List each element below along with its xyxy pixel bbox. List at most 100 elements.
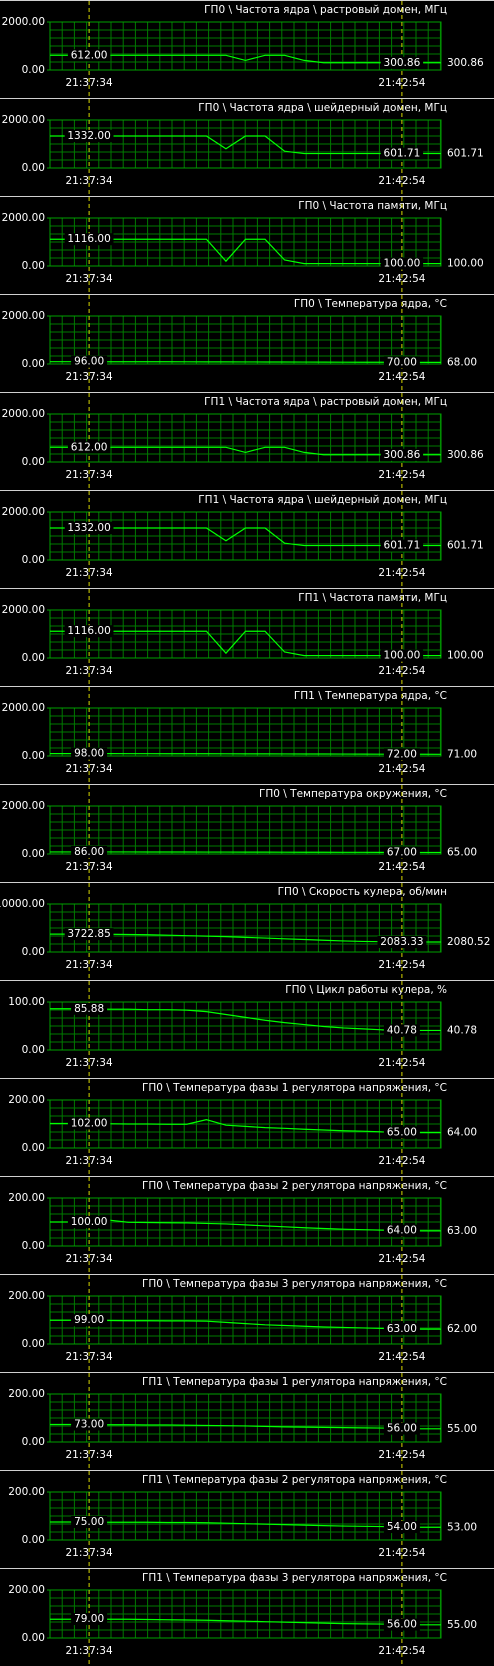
time-label: 21:37:34 <box>66 861 113 873</box>
y-tick-label: 2000.00 <box>2 212 45 224</box>
value-label-bg <box>71 1314 108 1327</box>
time-label: 21:42:54 <box>378 861 425 873</box>
value-label-bg <box>71 1002 108 1015</box>
current-value: 62.00 <box>447 1323 477 1335</box>
value-label-bg <box>64 233 114 246</box>
value-label-bg <box>71 1613 108 1626</box>
time-label: 21:42:54 <box>378 371 425 383</box>
value-label-bg <box>71 355 108 368</box>
series-line <box>50 1521 441 1528</box>
chart-title: ГП0 \ Температура фазы 2 регулятора напр… <box>142 1180 447 1192</box>
current-value: 601.71 <box>447 148 484 160</box>
y-tick-label: 200.00 <box>8 1192 45 1204</box>
y-tick-label: 0.00 <box>22 358 45 370</box>
y-tick-label: 0.00 <box>22 260 45 272</box>
value-label: 102.00 <box>71 1118 108 1130</box>
time-label: 21:37:34 <box>66 1253 113 1265</box>
current-value: 2080.52 <box>447 936 490 948</box>
value-label-bg <box>64 625 114 638</box>
value-label: 612.00 <box>71 49 108 61</box>
time-label: 21:42:54 <box>378 1057 425 1069</box>
y-tick-label: 0.00 <box>22 456 45 468</box>
value-label-bg <box>383 1126 420 1139</box>
current-value: 100.00 <box>447 258 484 270</box>
value-label: 1116.00 <box>67 625 110 637</box>
y-tick-label: 2000.00 <box>2 702 45 714</box>
time-label: 21:37:34 <box>66 273 113 285</box>
y-tick-label: 200.00 <box>8 1388 45 1400</box>
value-label-bg <box>67 1117 111 1130</box>
y-tick-label: 0.00 <box>22 64 45 76</box>
series-line <box>50 1008 441 1032</box>
current-value: 71.00 <box>447 748 477 760</box>
value-label: 3722.85 <box>67 928 110 940</box>
time-label: 21:42:54 <box>378 959 425 971</box>
value-label-bg <box>383 1224 420 1237</box>
time-label: 21:42:54 <box>378 77 425 89</box>
value-label-bg <box>383 1422 420 1435</box>
time-label: 21:42:54 <box>378 1155 425 1167</box>
value-label: 75.00 <box>74 1516 104 1528</box>
value-label: 1116.00 <box>67 233 110 245</box>
value-label-bg <box>383 1322 420 1335</box>
y-tick-label: 200.00 <box>8 1290 45 1302</box>
value-label: 2083.33 <box>380 936 423 948</box>
time-label: 21:42:54 <box>378 567 425 579</box>
value-label: 1332.00 <box>67 522 110 534</box>
y-tick-label: 0.00 <box>22 162 45 174</box>
time-label: 21:42:54 <box>378 175 425 187</box>
chart-title: ГП0 \ Цикл работы кулера, % <box>285 984 447 996</box>
value-label-bg <box>380 649 424 662</box>
plot-frame <box>49 1393 442 1443</box>
chart-title: ГП0 \ Частота памяти, МГц <box>298 200 447 212</box>
series-line <box>50 446 441 456</box>
plot-frame <box>49 707 442 757</box>
value-label-bg <box>64 130 114 143</box>
y-tick-label: 0.00 <box>22 652 45 664</box>
value-label: 99.00 <box>74 1314 104 1326</box>
value-label: 64.00 <box>387 1225 417 1237</box>
chart-title: ГП1 \ Частота памяти, МГц <box>298 592 447 604</box>
time-label: 21:37:34 <box>66 77 113 89</box>
y-tick-label: 0.00 <box>22 1338 45 1350</box>
value-label: 65.00 <box>387 1126 417 1138</box>
series-line <box>50 527 441 547</box>
y-tick-label: 2000.00 <box>2 800 45 812</box>
value-label: 85.88 <box>74 1003 104 1015</box>
time-label: 21:42:54 <box>378 763 425 775</box>
plot-frame <box>49 315 442 365</box>
time-label: 21:37:34 <box>66 959 113 971</box>
series-line <box>50 1618 441 1626</box>
y-tick-label: 2000.00 <box>2 16 45 28</box>
value-label-bg <box>383 748 420 761</box>
chart-title: ГП1 \ Частота ядра \ растровый домен, МГ… <box>204 396 447 408</box>
plot-frame <box>49 217 442 267</box>
value-label: 79.00 <box>74 1613 104 1625</box>
value-label: 100.00 <box>71 1216 108 1228</box>
chart-title: ГП0 \ Частота ядра \ шейдерный домен, МГ… <box>198 102 447 114</box>
time-label: 21:42:54 <box>378 1547 425 1559</box>
value-label-bg <box>377 936 427 948</box>
value-label-bg <box>380 147 424 160</box>
y-tick-label: 2000.00 <box>2 114 45 126</box>
series-line <box>50 1119 441 1134</box>
current-value: 601.71 <box>447 540 484 552</box>
current-value: 40.78 <box>447 1024 477 1036</box>
current-value: 100.00 <box>447 650 484 662</box>
plot-frame <box>49 413 442 463</box>
time-label: 21:42:54 <box>378 469 425 481</box>
series-line <box>50 630 441 657</box>
value-label: 100.00 <box>384 258 421 270</box>
current-value: 55.00 <box>447 1423 477 1435</box>
y-tick-label: 0.00 <box>22 1534 45 1546</box>
current-value: 53.00 <box>447 1521 477 1533</box>
y-tick-label: 2000.00 <box>2 506 45 518</box>
value-label: 300.86 <box>384 449 421 461</box>
time-label: 21:42:54 <box>378 665 425 677</box>
time-label: 21:37:34 <box>66 371 113 383</box>
series-line <box>50 361 442 363</box>
value-label: 601.71 <box>384 148 421 160</box>
plot-frame <box>49 1001 442 1051</box>
series-line <box>50 135 441 155</box>
